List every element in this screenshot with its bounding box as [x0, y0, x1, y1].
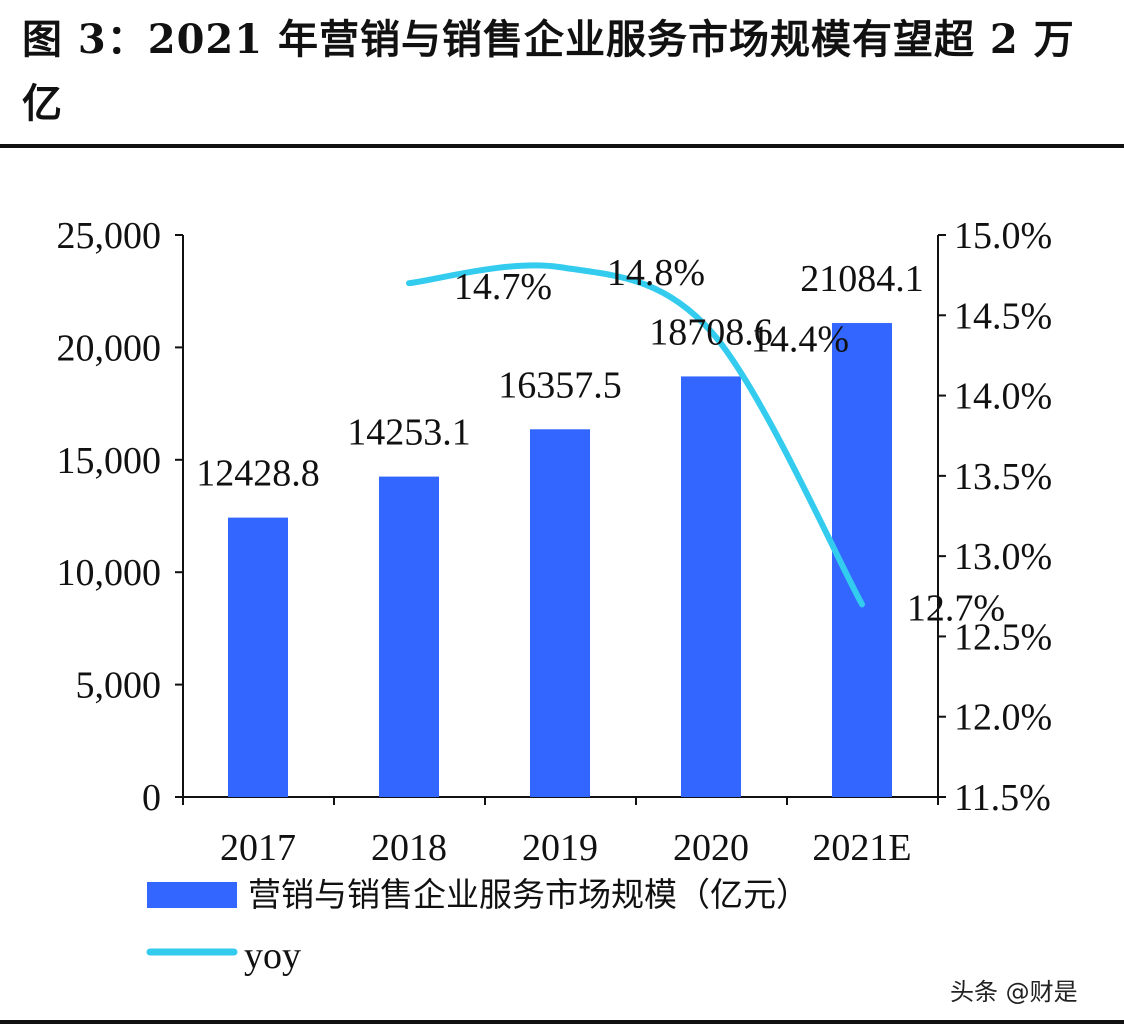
legend-bar-swatch	[147, 882, 237, 908]
bottom-rule	[0, 1020, 1124, 1024]
bar-data-label: 21084.1	[800, 258, 924, 300]
right-tick-label: 11.5%	[954, 777, 1051, 819]
left-tick-label: 10,000	[57, 552, 162, 594]
right-tick-label: 13.5%	[954, 456, 1052, 498]
bar-data-label: 16357.5	[498, 364, 622, 406]
bar-2018	[379, 476, 439, 797]
right-tick-label: 14.5%	[954, 295, 1052, 337]
line-data-label: 14.4%	[751, 318, 849, 360]
left-tick-label: 20,000	[57, 327, 162, 369]
line-data-label: 14.8%	[607, 252, 705, 294]
right-tick-label: 14.0%	[954, 376, 1052, 418]
yoy-line	[406, 262, 865, 608]
left-tick-label: 25,000	[57, 215, 162, 257]
left-tick-label: 5,000	[76, 665, 162, 707]
bar-2019	[530, 429, 590, 797]
left-tick-label: 0	[142, 777, 161, 819]
bar-data-label: 12428.8	[196, 453, 320, 495]
right-tick-label: 12.0%	[954, 697, 1052, 739]
line-data-label: 14.7%	[454, 266, 552, 308]
top-rule	[0, 144, 1124, 148]
legend-bar-label: 营销与销售企业服务市场规模（亿元）	[248, 875, 809, 914]
watermark: 头条 @财是	[950, 978, 1078, 1006]
left-tick-label: 15,000	[57, 440, 162, 482]
line-data-label: 12.7%	[907, 587, 1005, 629]
right-tick-label: 15.0%	[954, 215, 1052, 257]
right-tick-label: 13.0%	[954, 536, 1052, 578]
x-tick-label: 2018	[371, 827, 447, 869]
bar-2020	[681, 376, 741, 797]
x-tick-label: 2019	[522, 827, 598, 869]
bar-data-label: 14253.1	[347, 412, 471, 454]
x-tick-label: 2020	[673, 827, 749, 869]
right-tick-label: 12.5%	[954, 616, 1052, 658]
legend-line-label: yoy	[244, 935, 301, 977]
x-tick-label: 2017	[220, 827, 296, 869]
bar-2017	[228, 517, 288, 797]
bar-data-label: 18708.6	[649, 311, 773, 353]
chart-title: 图 3：2021 年营销与销售企业服务市场规模有望超 2 万亿	[22, 16, 1075, 127]
x-tick-label: 2021E	[812, 827, 911, 869]
